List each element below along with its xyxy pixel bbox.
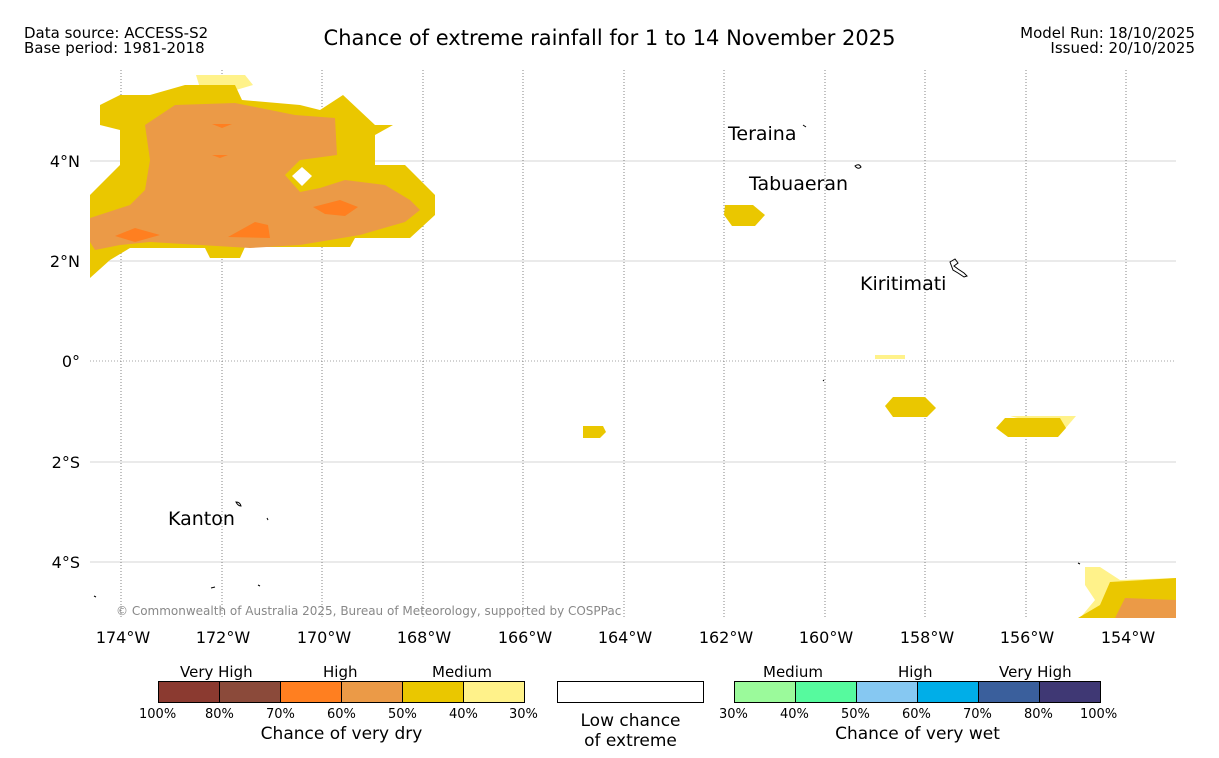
wet-swatch-3 <box>857 682 918 702</box>
dry-patch-equator <box>875 355 905 359</box>
dry-colorbar <box>158 681 525 703</box>
island-kiritimati <box>949 258 968 278</box>
wet-tick: 70% <box>963 707 992 722</box>
lon-label-162w: 162°W <box>699 628 754 647</box>
dry-region-southeast <box>1078 567 1176 618</box>
island-tabuaeran <box>854 164 862 169</box>
wet-swatch-1 <box>735 682 796 702</box>
lon-label-164w: 164°W <box>598 628 653 647</box>
lon-label-166w: 166°W <box>498 628 553 647</box>
lat-label-2s: 2°S <box>52 453 80 472</box>
copyright-notice: © Commonwealth of Australia 2025, Bureau… <box>116 604 621 618</box>
wet-tick: 100% <box>1080 707 1118 722</box>
wet-colorbar <box>734 681 1101 703</box>
island-teraina <box>802 124 807 128</box>
low-chance-swatch <box>557 681 704 703</box>
island-kanton <box>235 501 242 507</box>
dry-swatch-3 <box>281 682 342 702</box>
wet-swatch-6 <box>1040 682 1100 702</box>
dry-tick: 30% <box>509 707 538 722</box>
dry-patch-east <box>996 418 1066 437</box>
dry-patch-kiritimati-south <box>885 397 936 417</box>
dry-tick: 100% <box>139 707 177 722</box>
dry-group-very-high: Very High <box>180 663 253 681</box>
data-source: Data source: ACCESS-S2 <box>24 24 209 42</box>
lat-label-4s: 4°S <box>52 553 80 572</box>
wet-tick: 40% <box>780 707 809 722</box>
lon-label-170w: 170°W <box>297 628 352 647</box>
dry-tick: 70% <box>266 707 295 722</box>
label-teraina: Teraina <box>727 123 797 145</box>
dry-tick: 40% <box>449 707 478 722</box>
wet-tick: 30% <box>719 707 748 722</box>
dry-tick: 50% <box>388 707 417 722</box>
chart-title: Chance of extreme rainfall for 1 to 14 N… <box>323 26 896 50</box>
dry-region-northwest <box>90 75 435 278</box>
island-outlines <box>93 124 1081 598</box>
low-chance-caption: Low chance of extreme <box>557 711 704 751</box>
wet-tick: 60% <box>902 707 931 722</box>
label-tabuaeran: Tabuaeran <box>748 173 848 195</box>
dry-swatch-5 <box>403 682 464 702</box>
base-period: Base period: 1981-2018 <box>24 39 205 57</box>
wet-group-medium: Medium <box>763 663 823 681</box>
grid-lines <box>90 70 1176 618</box>
lon-label-156w: 156°W <box>1000 628 1055 647</box>
lon-label-174w: 174°W <box>96 628 151 647</box>
label-kanton: Kanton <box>168 508 235 530</box>
wet-tick: 80% <box>1024 707 1053 722</box>
dry-caption: Chance of very dry <box>260 724 423 744</box>
wet-group-very-high: Very High <box>999 663 1072 681</box>
dry-swatch-6 <box>464 682 524 702</box>
model-run: Model Run: 18/10/2025 <box>1020 24 1195 42</box>
wet-swatch-5 <box>979 682 1040 702</box>
label-kiritimati: Kiritimati <box>860 273 946 295</box>
dry-tick: 80% <box>205 707 234 722</box>
dry-group-medium: Medium <box>432 663 492 681</box>
lon-label-160w: 160°W <box>799 628 854 647</box>
dry-swatch-4 <box>342 682 403 702</box>
dry-tick: 60% <box>327 707 356 722</box>
dry-patch-central <box>583 426 606 438</box>
wet-group-high: High <box>898 663 933 681</box>
lat-label-0: 0° <box>62 352 80 371</box>
wet-caption: Chance of very wet <box>835 724 1000 744</box>
lat-label-4n: 4°N <box>50 152 80 171</box>
wet-swatch-2 <box>796 682 857 702</box>
dry-group-high: High <box>323 663 358 681</box>
lon-label-168w: 168°W <box>397 628 452 647</box>
lon-label-158w: 158°W <box>900 628 955 647</box>
low-chance-line1: Low chance <box>580 711 681 731</box>
dry-swatch-2 <box>220 682 281 702</box>
lon-label-154w: 154°W <box>1101 628 1156 647</box>
wet-swatch-4 <box>918 682 979 702</box>
lat-label-2n: 2°N <box>50 252 80 271</box>
lon-label-172w: 172°W <box>196 628 251 647</box>
issued-date: Issued: 20/10/2025 <box>1050 39 1195 57</box>
dry-patch-teraina <box>724 205 765 226</box>
dry-swatch-1 <box>159 682 220 702</box>
wet-tick: 50% <box>841 707 870 722</box>
low-chance-line2: of extreme <box>584 731 677 751</box>
